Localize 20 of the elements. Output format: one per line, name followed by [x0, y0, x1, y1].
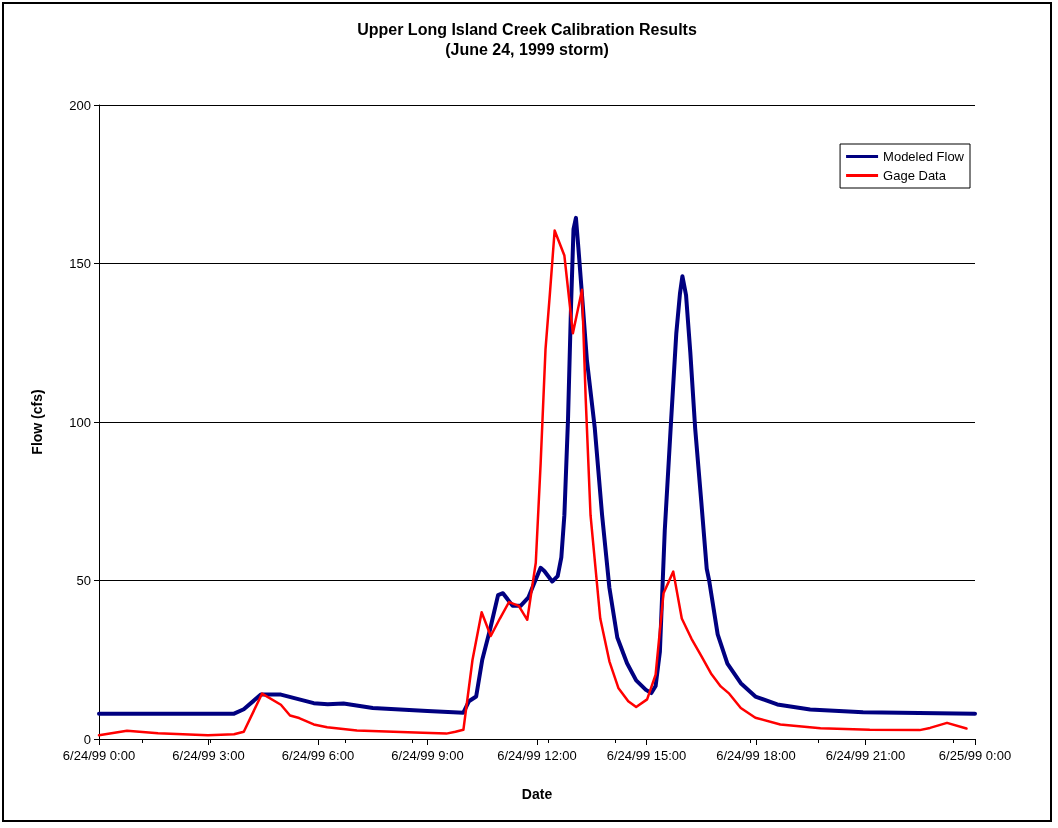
- y-tick-label: 150: [69, 256, 91, 271]
- x-tick-label: 6/24/99 18:00: [716, 748, 796, 763]
- y-tick-label: 100: [69, 414, 91, 430]
- x-tick-label: 6/25/99 0:00: [938, 748, 1012, 763]
- chart-title: Upper Long Island Creek Calibration Results: [357, 20, 697, 38]
- x-tick-label: 6/24/99 0:00: [62, 748, 136, 763]
- y-tick-label: 0: [83, 731, 91, 747]
- y-tick-label: 50: [76, 573, 91, 588]
- x-axis-title: Date: [521, 786, 553, 802]
- x-tick-label: 6/24/99 21:00: [825, 748, 906, 763]
- x-tick-label: 6/24/99 15:00: [606, 748, 687, 763]
- x-tick-label: 6/24/99 6:00: [281, 748, 355, 763]
- legend-label: Gage Data: [883, 168, 947, 183]
- y-tick-label: 200: [69, 97, 91, 113]
- y-axis-title: Flow (cfs): [29, 389, 45, 455]
- legend-label: Modeled Flow: [883, 149, 965, 164]
- chart-subtitle: (June 24, 1999 storm): [445, 40, 609, 58]
- x-tick-label: 6/24/99 12:00: [497, 748, 577, 763]
- x-tick-label: 6/24/99 3:00: [172, 748, 245, 763]
- x-tick-label: 6/24/99 9:00: [391, 748, 464, 763]
